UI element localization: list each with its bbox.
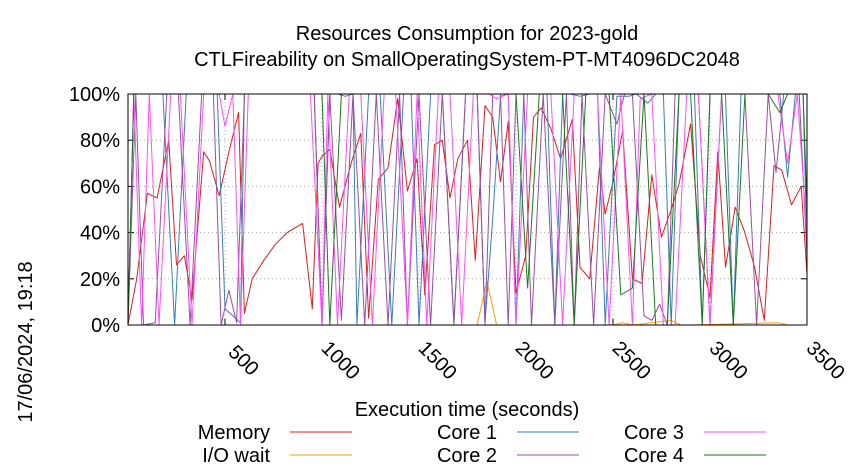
x-tick-label: 500: [224, 341, 263, 380]
chart-title: Resources Consumption for 2023-gold: [296, 23, 638, 45]
y-tick-label: 20%: [80, 269, 120, 291]
x-tick-label: 1000: [317, 337, 364, 384]
y-tick-label: 100%: [69, 84, 120, 106]
y-tick-label: 40%: [80, 223, 120, 245]
x-axis-label: Execution time (seconds): [355, 399, 580, 421]
x-tick-label: 3500: [802, 337, 849, 384]
series-line-i-o-wait: [128, 280, 807, 326]
legend-label: Memory: [198, 422, 270, 444]
y-tick-labels: 0% 20% 40% 60% 80% 100%: [69, 84, 120, 337]
chart-subtitle: CTLFireability on SmallOperatingSystem-P…: [194, 49, 740, 71]
x-tick-label: 3000: [705, 337, 752, 384]
y-tick-label: 80%: [80, 130, 120, 152]
legend-label: I/O wait: [202, 445, 270, 467]
x-tick-labels: 500 1000 1500 2000 2500 3000 3500: [224, 337, 849, 384]
x-tick-label: 2500: [608, 337, 655, 384]
x-tick-label: 1500: [414, 337, 461, 384]
legend-label: Core 1: [437, 422, 497, 444]
series-lines: [127, 93, 808, 326]
plot-frame: [127, 93, 808, 326]
legend-label: Core 4: [624, 445, 684, 467]
y-tick-label: 60%: [80, 176, 120, 198]
y-tick-label: 0%: [91, 315, 120, 337]
legend-label: Core 3: [624, 422, 684, 444]
timestamp-label: 17/06/2024, 19:18: [15, 261, 37, 422]
legend-label: Core 2: [437, 445, 497, 467]
x-tick-label: 2000: [511, 337, 558, 384]
series-line-core-3: [127, 93, 808, 326]
